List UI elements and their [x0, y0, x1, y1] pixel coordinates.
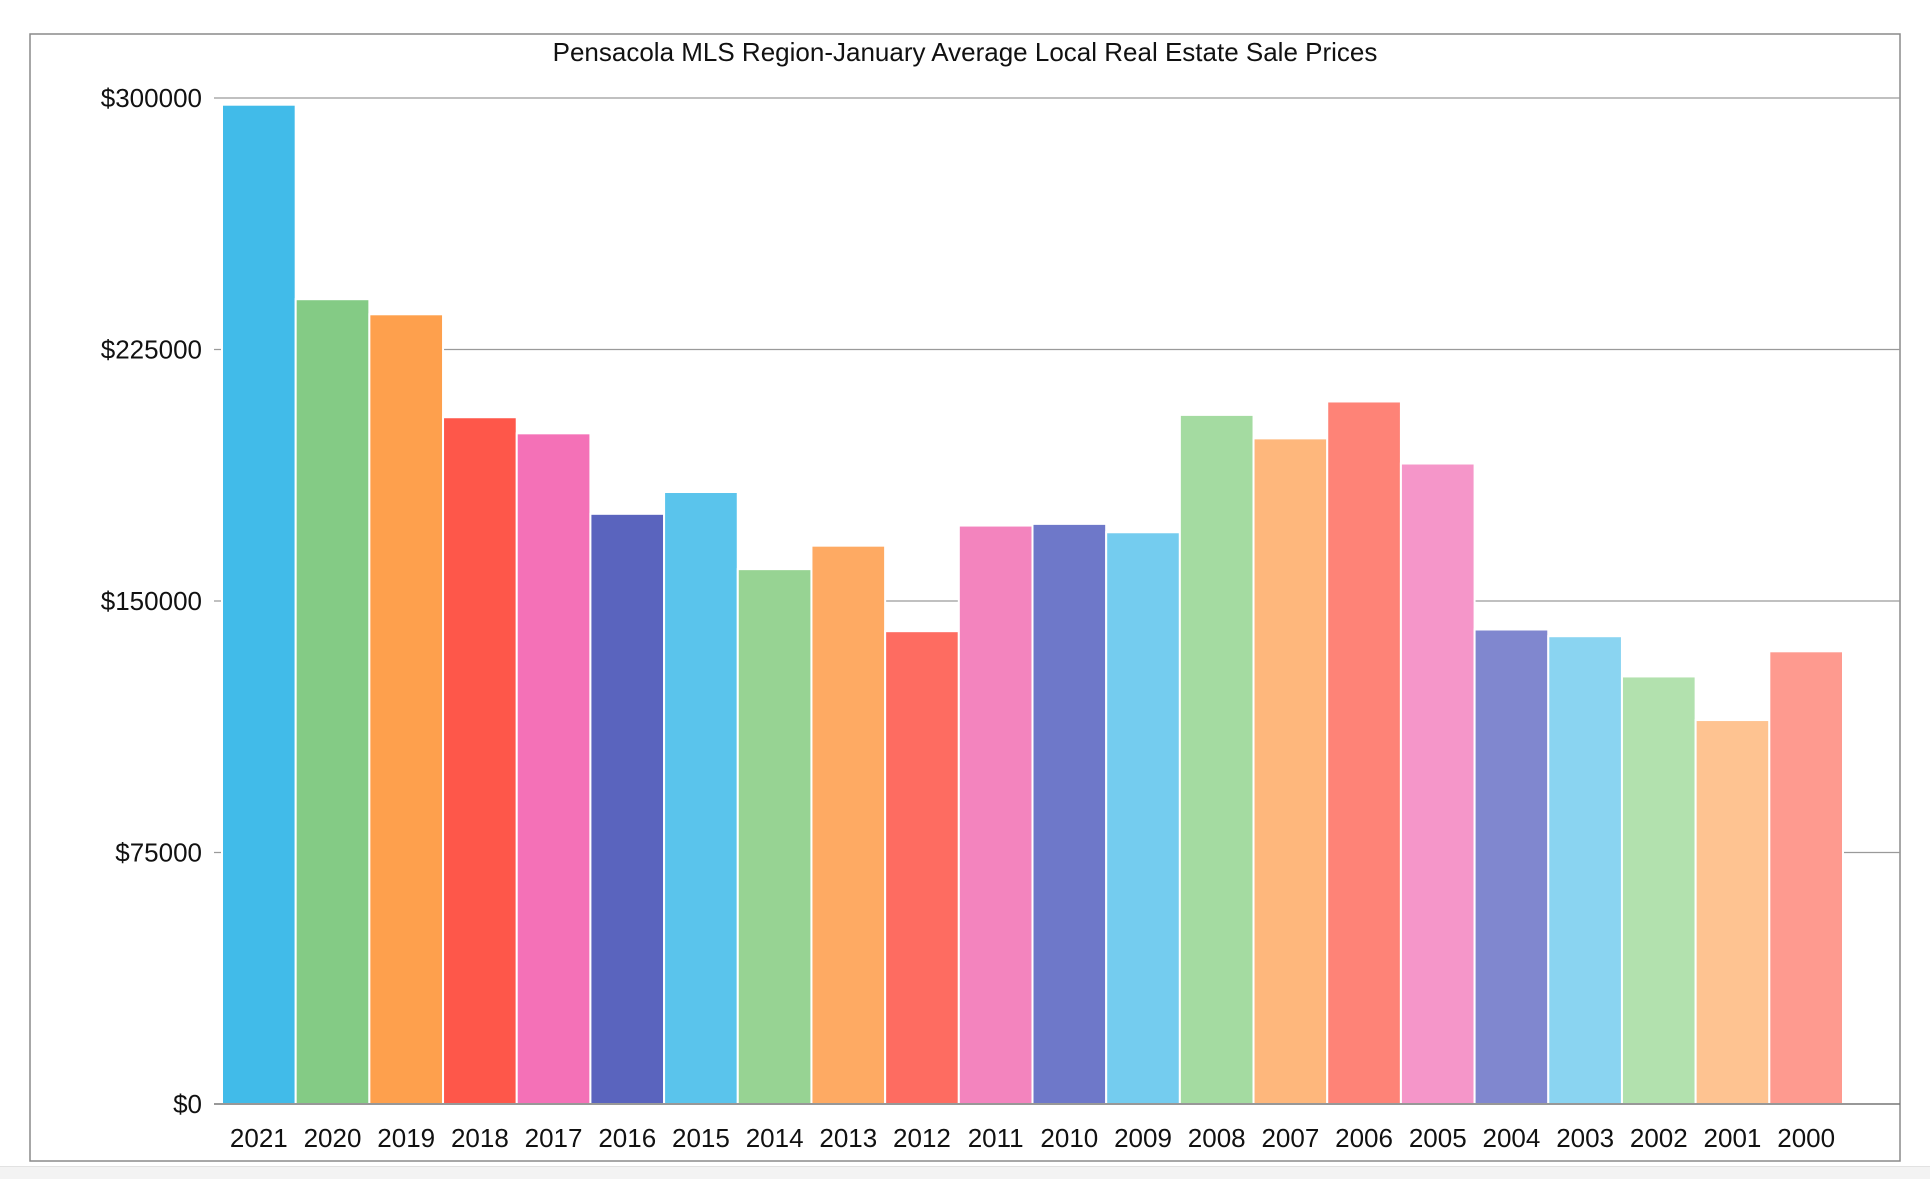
x-tick-label: 2020 [304, 1123, 362, 1153]
x-tick-label: 2001 [1704, 1123, 1762, 1153]
bar-2011 [957, 524, 1034, 1105]
bar-2006 [1326, 400, 1402, 1105]
x-tick-label: 2009 [1114, 1123, 1172, 1153]
bar-2012 [884, 630, 960, 1105]
bar-2017 [515, 432, 592, 1106]
x-tick-label: 2003 [1556, 1123, 1614, 1153]
x-tick-label: 2004 [1483, 1123, 1541, 1153]
y-tick-labels: $0 $75000 $150000 $225000 $300000 [101, 83, 202, 1119]
x-tick-label: 2008 [1188, 1123, 1246, 1153]
bar-2003 [1547, 635, 1623, 1106]
bar-2008 [1178, 413, 1255, 1105]
bar-2016 [589, 512, 666, 1105]
x-tick-label: 2005 [1409, 1123, 1467, 1153]
x-tick-label: 2017 [525, 1123, 583, 1153]
bar-2021 [221, 103, 297, 1105]
bar-2000 [1768, 650, 1845, 1105]
bar-2005 [1399, 462, 1476, 1106]
x-tick-label: 2019 [377, 1123, 435, 1153]
bar-2020 [294, 298, 371, 1105]
x-tick-label: 2018 [451, 1123, 509, 1153]
x-tick-label: 2002 [1630, 1123, 1688, 1153]
bar-2007 [1252, 437, 1329, 1105]
y-tick-label: $225000 [101, 335, 202, 365]
chart-title: Pensacola MLS Region-January Average Loc… [553, 37, 1378, 67]
y-tick-label: $300000 [101, 83, 202, 113]
window-bottom-strip [0, 1166, 1930, 1179]
bar-2015 [663, 491, 739, 1105]
x-tick-label: 2006 [1335, 1123, 1393, 1153]
y-tick-label: $75000 [115, 838, 202, 868]
bar-2013 [810, 544, 887, 1105]
bar-2002 [1620, 675, 1697, 1105]
x-tick-label: 2011 [968, 1123, 1024, 1153]
x-tick-label: 2012 [893, 1123, 951, 1153]
x-tick-label: 2013 [819, 1123, 877, 1153]
x-tick-label: 2010 [1040, 1123, 1098, 1153]
y-tick-label: $150000 [101, 586, 202, 616]
bars [221, 103, 1845, 1106]
bar-2001 [1694, 719, 1771, 1105]
bar-2009 [1105, 531, 1181, 1105]
x-tick-label: 2021 [230, 1123, 288, 1153]
x-tick-label: 2015 [672, 1123, 730, 1153]
y-tick-label: $0 [173, 1089, 202, 1119]
bar-2014 [736, 568, 813, 1105]
x-tick-label: 2000 [1777, 1123, 1835, 1153]
bar-2004 [1473, 628, 1550, 1106]
bar-2018 [442, 416, 518, 1106]
x-tick-label: 2014 [746, 1123, 804, 1153]
bar-2019 [368, 313, 445, 1106]
x-tick-labels: 2021 2020 2019 2018 2017 2016 2015 2014 2013 2012… [230, 1123, 1835, 1153]
bar-2010 [1031, 522, 1108, 1105]
x-tick-label: 2007 [1261, 1123, 1319, 1153]
x-tick-label: 2016 [598, 1123, 656, 1153]
